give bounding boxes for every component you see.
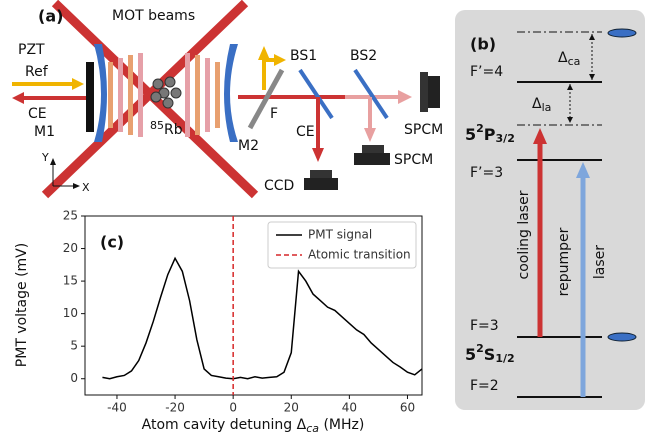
label: X — [82, 181, 90, 194]
shape — [362, 145, 384, 153]
shape — [428, 76, 440, 108]
text-part: 85 — [150, 119, 164, 132]
text-part: 2 — [476, 122, 484, 135]
label: 85Rb — [150, 119, 183, 138]
shape — [138, 53, 143, 137]
text-part: Rb — [164, 122, 183, 138]
panel-label: (b) — [470, 35, 496, 54]
shape — [310, 170, 332, 178]
shape — [108, 62, 113, 128]
shape — [205, 58, 210, 132]
text-part: ca — [306, 422, 319, 435]
shape — [258, 46, 270, 60]
x-tick-label: 0 — [229, 401, 237, 415]
label: SPCM — [404, 122, 443, 138]
text-part: P — [484, 125, 496, 144]
shape — [185, 53, 190, 137]
text-part: 3/2 — [496, 132, 515, 145]
level-label: F’=4 — [470, 64, 503, 80]
x-tick-label: -40 — [107, 401, 127, 415]
text-part: 2 — [476, 342, 484, 355]
label: BS1 — [290, 48, 317, 64]
shape — [128, 55, 133, 135]
level-label: F’=3 — [470, 165, 503, 181]
laser-label: laser — [592, 245, 608, 279]
shape — [86, 62, 94, 132]
shape — [364, 128, 376, 142]
label: CE — [28, 106, 47, 122]
label: F — [270, 106, 278, 122]
shape — [72, 78, 84, 90]
text-part: (MHz) — [319, 417, 364, 433]
shape — [94, 44, 107, 142]
text-part: S — [484, 345, 496, 364]
panel-label: (a) — [38, 7, 63, 26]
data-line — [102, 258, 422, 378]
label: MOT beams — [112, 8, 195, 24]
x-tick-label: 20 — [284, 401, 299, 415]
shape — [312, 148, 324, 162]
label: Y — [41, 151, 49, 164]
label: PZT — [18, 42, 45, 58]
shape — [50, 158, 56, 165]
y-tick-label: 10 — [63, 306, 78, 320]
label: CCD — [264, 178, 294, 194]
text-part: 1/2 — [495, 352, 514, 365]
panel-c: (c) Atom cavity detuning Δca (MHz) PMT v… — [14, 209, 422, 436]
y-tick-label: 20 — [63, 241, 78, 255]
legend-label: Atomic transition — [308, 248, 411, 262]
label: M1 — [34, 124, 55, 140]
x-tick-label: -20 — [165, 401, 185, 415]
shape — [171, 88, 181, 98]
legend-label: PMT signal — [308, 228, 372, 242]
shape — [354, 153, 390, 165]
text-part: la — [542, 101, 552, 114]
text-part: Atom cavity detuning Δ — [142, 417, 307, 433]
text-part: Δ — [532, 96, 542, 112]
shape — [118, 58, 123, 132]
label: SPCM — [394, 152, 433, 168]
shape — [608, 29, 636, 37]
shape — [195, 55, 200, 135]
shape — [224, 44, 238, 142]
label: Ref — [25, 64, 49, 80]
y-tick-label: 5 — [70, 339, 78, 353]
panel-label: (c) — [100, 233, 124, 252]
shape — [274, 54, 286, 66]
shape — [12, 92, 24, 104]
shape — [151, 92, 161, 102]
x-tick-label: 60 — [400, 401, 415, 415]
y-tick-label: 25 — [63, 209, 78, 223]
label: M2 — [238, 138, 259, 154]
label: CE — [296, 124, 315, 140]
shape — [398, 90, 412, 104]
shape — [163, 98, 173, 108]
shape — [215, 62, 220, 128]
y-tick-label: 0 — [70, 371, 78, 385]
shape — [608, 333, 636, 341]
text-part: 5 — [465, 125, 476, 144]
shape — [165, 77, 175, 87]
laser-label: cooling laser — [516, 190, 532, 279]
shape — [420, 72, 428, 112]
level-label: F=3 — [470, 318, 499, 334]
figure: (a) MOT beams PZT Ref CE M1 M2 85Rb F BS… — [0, 0, 662, 442]
shape — [304, 178, 338, 190]
text-part: Δ — [558, 50, 568, 66]
level-label: F=2 — [470, 378, 499, 394]
panel-a: (a) MOT beams PZT Ref CE M1 M2 85Rb F BS… — [12, 3, 443, 195]
panel-b: (b) F’=4 52P3/2 F’=3 F=3 52S1/2 F=2 Δca … — [455, 10, 645, 410]
x-axis-label: Atom cavity detuning Δca (MHz) — [142, 417, 365, 435]
y-tick-label: 15 — [63, 274, 78, 288]
shape — [153, 79, 163, 89]
laser-label: repumper — [556, 227, 572, 296]
text-part: 5 — [465, 345, 476, 364]
text-part: ca — [568, 55, 581, 68]
y-axis-label: PMT voltage (mV) — [14, 243, 30, 367]
shape — [73, 183, 80, 189]
label: BS2 — [350, 48, 377, 64]
x-tick-label: 40 — [342, 401, 357, 415]
